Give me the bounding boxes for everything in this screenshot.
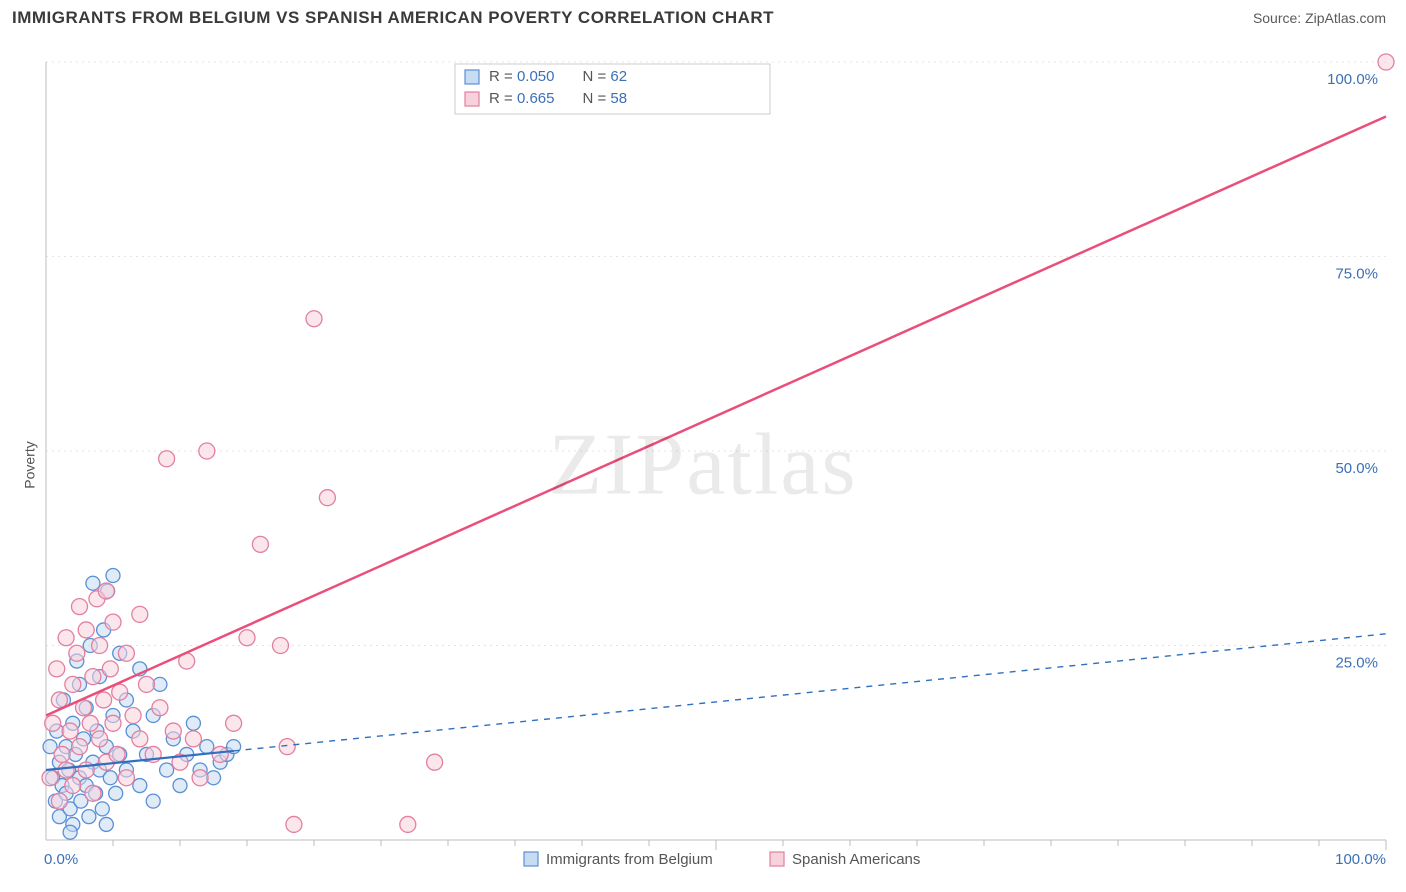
spanish-point xyxy=(85,669,101,685)
spanish-point xyxy=(42,770,58,786)
spanish-point xyxy=(185,731,201,747)
y-tick-label: 75.0% xyxy=(1335,266,1378,283)
spanish-point xyxy=(45,715,61,731)
belgium-point xyxy=(82,810,96,824)
spanish-point xyxy=(58,762,74,778)
spanish-regression-line xyxy=(46,116,1386,715)
spanish-point xyxy=(69,645,85,661)
belgium-point xyxy=(86,576,100,590)
spanish-point xyxy=(85,785,101,801)
spanish-point xyxy=(92,731,108,747)
bottom-legend-label-belgium: Immigrants from Belgium xyxy=(546,851,713,868)
spanish-point xyxy=(192,770,208,786)
spanish-point xyxy=(58,630,74,646)
y-axis-label: Poverty xyxy=(22,441,38,488)
spanish-point xyxy=(102,661,118,677)
spanish-point xyxy=(212,746,228,762)
belgium-point xyxy=(103,771,117,785)
belgium-point xyxy=(109,786,123,800)
spanish-point xyxy=(132,731,148,747)
belgium-point xyxy=(160,763,174,777)
bottom-legend-swatch-belgium xyxy=(524,852,538,866)
spanish-point xyxy=(109,746,125,762)
spanish-point xyxy=(252,536,268,552)
correlation-scatter-chart: 25.0%50.0%75.0%100.0%0.0%100.0%R = 0.050… xyxy=(0,38,1406,892)
spanish-point xyxy=(72,599,88,615)
spanish-point xyxy=(82,715,98,731)
y-tick-label: 50.0% xyxy=(1335,460,1378,477)
y-tick-label: 100.0% xyxy=(1327,71,1378,88)
spanish-point xyxy=(139,676,155,692)
spanish-point xyxy=(306,311,322,327)
y-tick-label: 25.0% xyxy=(1335,655,1378,672)
x-end-label: 100.0% xyxy=(1335,851,1386,868)
spanish-point xyxy=(118,645,134,661)
belgium-point xyxy=(146,794,160,808)
spanish-point xyxy=(112,684,128,700)
belgium-point xyxy=(186,716,200,730)
belgium-point xyxy=(95,802,109,816)
spanish-point xyxy=(65,778,81,794)
spanish-point xyxy=(72,739,88,755)
spanish-point xyxy=(118,770,134,786)
belgium-regression-extrapolation xyxy=(234,634,1386,751)
spanish-point xyxy=(62,723,78,739)
spanish-point xyxy=(1378,54,1394,70)
x-origin-label: 0.0% xyxy=(44,851,78,868)
legend-swatch-belgium xyxy=(465,70,479,84)
spanish-point xyxy=(92,638,108,654)
belgium-point xyxy=(106,568,120,582)
spanish-point xyxy=(49,661,65,677)
spanish-point xyxy=(105,715,121,731)
belgium-point xyxy=(133,779,147,793)
spanish-point xyxy=(427,754,443,770)
source-attribution: Source: ZipAtlas.com xyxy=(1253,10,1386,26)
spanish-point xyxy=(286,816,302,832)
spanish-point xyxy=(105,614,121,630)
spanish-point xyxy=(226,715,242,731)
bottom-legend-label-spanish: Spanish Americans xyxy=(792,851,920,868)
spanish-point xyxy=(65,676,81,692)
spanish-point xyxy=(165,723,181,739)
belgium-point xyxy=(200,740,214,754)
belgium-point xyxy=(99,817,113,831)
spanish-point xyxy=(51,692,67,708)
spanish-point xyxy=(400,816,416,832)
spanish-point xyxy=(98,583,114,599)
spanish-point xyxy=(239,630,255,646)
legend-swatch-spanish xyxy=(465,92,479,106)
spanish-point xyxy=(51,793,67,809)
belgium-point xyxy=(63,825,77,839)
spanish-point xyxy=(54,746,70,762)
spanish-point xyxy=(132,606,148,622)
spanish-point xyxy=(159,451,175,467)
bottom-legend-swatch-spanish xyxy=(770,852,784,866)
chart-title: IMMIGRANTS FROM BELGIUM VS SPANISH AMERI… xyxy=(12,8,774,28)
spanish-point xyxy=(319,490,335,506)
spanish-point xyxy=(125,708,141,724)
spanish-point xyxy=(96,692,112,708)
spanish-point xyxy=(78,622,94,638)
spanish-point xyxy=(199,443,215,459)
belgium-point xyxy=(173,779,187,793)
spanish-point xyxy=(152,700,168,716)
spanish-point xyxy=(273,638,289,654)
